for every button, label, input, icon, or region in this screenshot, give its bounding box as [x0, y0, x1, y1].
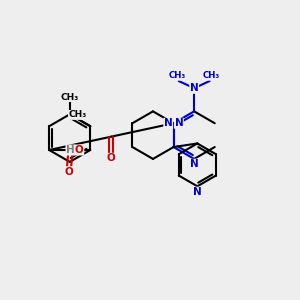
Text: CH₃: CH₃: [202, 71, 220, 80]
Text: N: N: [164, 118, 172, 128]
Text: N: N: [193, 187, 202, 197]
Text: O: O: [107, 153, 116, 163]
Text: N: N: [190, 159, 199, 169]
Text: N: N: [190, 83, 199, 93]
Text: N: N: [175, 118, 183, 128]
Text: CH₃: CH₃: [68, 110, 87, 119]
Text: O: O: [65, 167, 74, 177]
Text: CH₃: CH₃: [61, 93, 79, 102]
Text: CH₃: CH₃: [169, 71, 186, 80]
Text: H: H: [66, 145, 75, 155]
Text: O: O: [75, 145, 84, 155]
